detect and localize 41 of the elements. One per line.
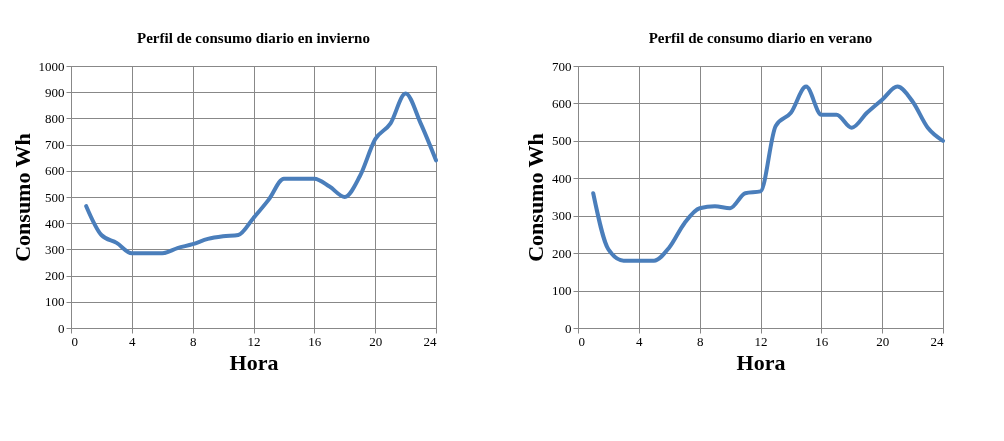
- x-axis-title: Hora: [229, 349, 279, 375]
- x-tick-label: 8: [189, 333, 197, 349]
- x-tick-label: 8: [696, 333, 704, 349]
- x-tick-label: 24: [930, 333, 944, 349]
- x-tick-label: 20: [876, 333, 890, 349]
- x-axis-title: Hora: [736, 349, 786, 375]
- x-tick-label: 4: [129, 333, 137, 349]
- chart-title: Perfil de consumo diario en verano: [648, 30, 873, 46]
- y-tick-label: 300: [552, 208, 572, 224]
- y-tick-label: 100: [45, 294, 65, 310]
- y-tick-label: 900: [45, 84, 65, 100]
- y-axis-title: Consumo Wh: [523, 133, 548, 262]
- y-tick-label: 500: [45, 189, 65, 205]
- line-series: [84, 91, 438, 256]
- y-tick-label: 100: [552, 283, 572, 299]
- x-tick-label: 24: [423, 333, 437, 349]
- y-tick-label: 800: [45, 110, 65, 126]
- chart-title: Perfil de consumo diario en invierno: [137, 30, 370, 46]
- x-tick-label: 12: [247, 333, 261, 349]
- x-tick-label: 16: [815, 333, 829, 349]
- y-tick-label: 700: [45, 137, 65, 153]
- y-tick-label: 1000: [38, 58, 65, 74]
- x-tick-label: 12: [754, 333, 768, 349]
- y-tick-label: 0: [58, 320, 65, 336]
- line-series: [591, 84, 945, 263]
- y-tick-label: 500: [552, 133, 572, 149]
- x-tick-label: 16: [308, 333, 322, 349]
- x-tick-label: 4: [636, 333, 644, 349]
- y-tick-label: 400: [45, 215, 65, 231]
- y-tick-label: 200: [552, 245, 572, 261]
- y-tick-label: 0: [565, 320, 572, 336]
- y-tick-label: 600: [45, 163, 65, 179]
- x-tick-label: 0: [578, 333, 585, 349]
- y-tick-label: 600: [552, 95, 572, 111]
- y-axis-title: Consumo Wh: [9, 133, 35, 262]
- x-tick-label: 0: [71, 333, 78, 349]
- y-tick-label: 700: [552, 58, 572, 74]
- y-tick-label: 200: [45, 268, 65, 284]
- x-tick-label: 20: [369, 333, 383, 349]
- y-tick-label: 400: [552, 170, 572, 186]
- y-tick-label: 300: [45, 241, 65, 257]
